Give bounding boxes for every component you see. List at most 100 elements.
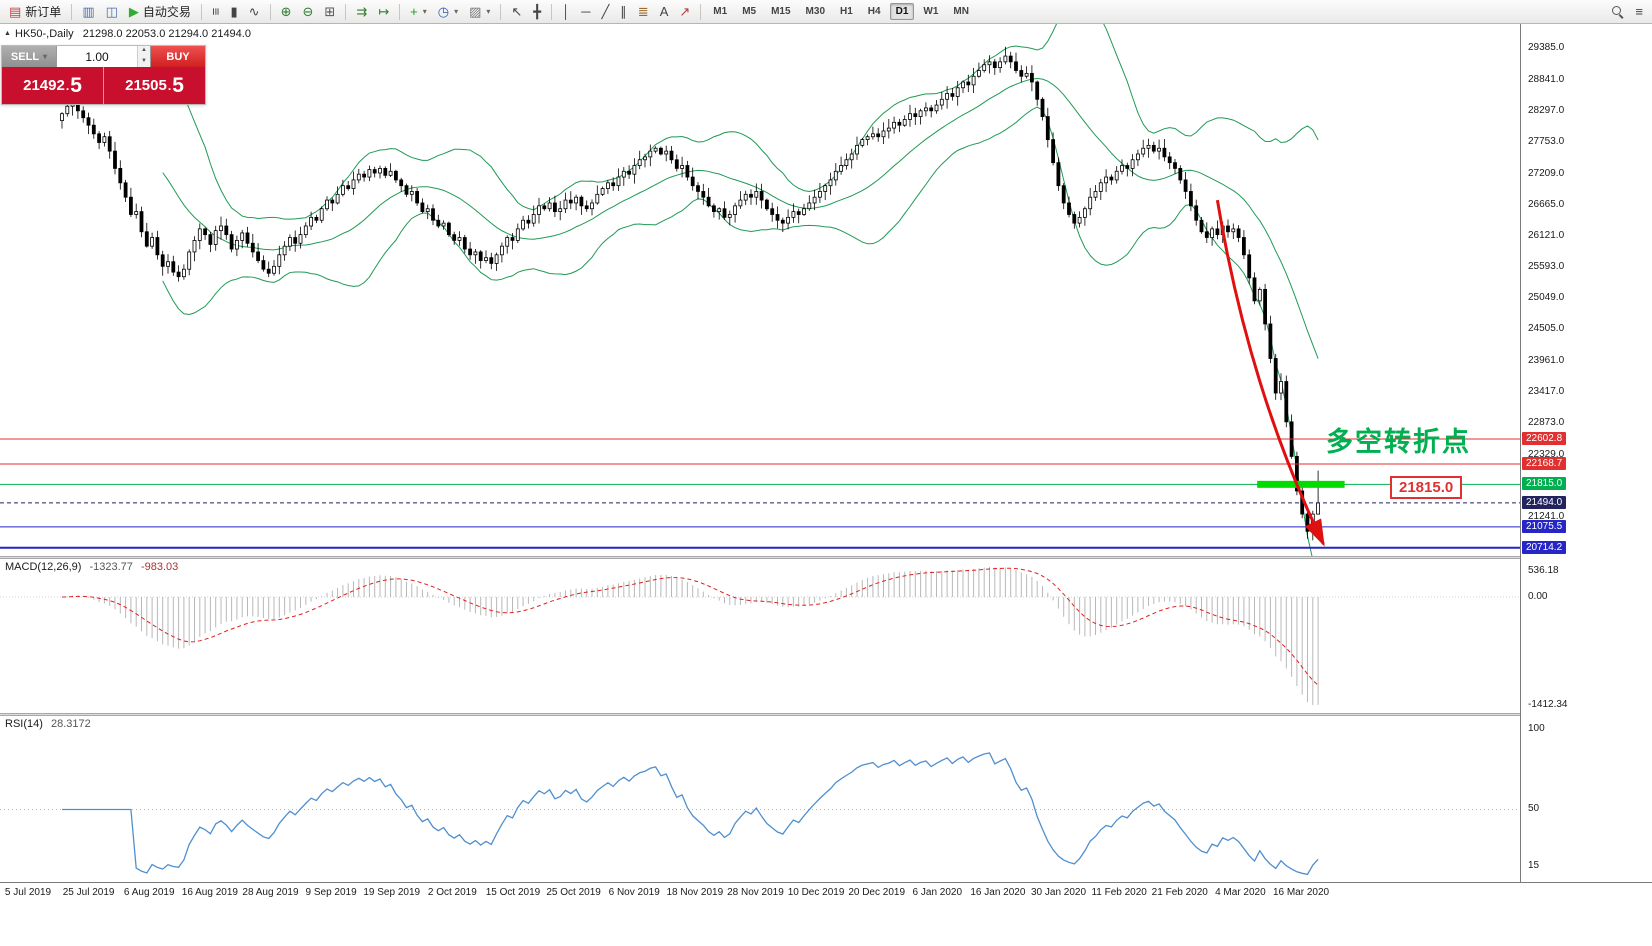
time-axis[interactable]: 5 Jul 2019 25 Jul 2019 6 Aug 2019 16 Aug 20… bbox=[0, 882, 1652, 902]
data-window-icon: ◫ bbox=[105, 4, 118, 19]
buy-price-main: 21505 bbox=[125, 77, 167, 94]
rsi-scale-50: 50 bbox=[1528, 803, 1540, 815]
macd-splitter[interactable] bbox=[0, 556, 1652, 559]
crosshair-icon: ╋ bbox=[533, 4, 542, 19]
x-axis-date: 21 Feb 2020 bbox=[1151, 887, 1208, 898]
templates-button[interactable]: ▨ ▾ bbox=[464, 2, 495, 22]
volume-input[interactable] bbox=[57, 46, 137, 67]
timeframe-m30-button[interactable]: M30 bbox=[805, 6, 825, 17]
buy-price-button[interactable]: 21505 . 5 bbox=[104, 67, 205, 104]
sell-button[interactable]: SELL ▾ bbox=[2, 46, 56, 67]
macd-value-signal: -983.03 bbox=[140, 561, 179, 573]
fibonacci-button[interactable]: ≣ bbox=[633, 2, 654, 22]
timeframe-d1-button[interactable]: D1 bbox=[889, 3, 915, 20]
x-axis-date: 6 Jan 2020 bbox=[912, 887, 963, 898]
price-level-label: 22168.7 bbox=[1522, 456, 1567, 470]
volume-down-button[interactable]: ▼ bbox=[138, 56, 150, 67]
chart-shift-button[interactable]: ↦ bbox=[373, 2, 394, 22]
y-axis-tick: 27753.0 bbox=[1528, 136, 1565, 148]
chevron-down-icon: ▾ bbox=[454, 7, 459, 16]
toolbar-separator bbox=[200, 3, 202, 20]
y-axis-tick: 26121.0 bbox=[1528, 230, 1565, 242]
y-axis-tick: 22873.0 bbox=[1528, 417, 1565, 429]
market-watch-button[interactable]: ▥ bbox=[77, 2, 99, 22]
chevron-down-icon: ▾ bbox=[422, 7, 427, 16]
x-axis-date: 25 Oct 2019 bbox=[546, 887, 601, 898]
timeframe-h4-button[interactable]: H4 bbox=[867, 6, 881, 17]
turning-point-annotation[interactable]: 多空转折点 bbox=[1326, 427, 1471, 457]
rsi-pane[interactable]: RSI(14) 28.3172 bbox=[0, 716, 1520, 882]
timeframe-w1-button[interactable]: W1 bbox=[923, 6, 939, 17]
templates-icon: ▨ bbox=[469, 4, 482, 19]
toolbar-separator bbox=[71, 3, 73, 20]
x-axis-date: 9 Sep 2019 bbox=[305, 887, 357, 898]
arrows-button[interactable]: ↗ bbox=[674, 2, 695, 22]
main-chart-pane[interactable]: ▲ HK50-,Daily 21298.0 22053.0 21294.0 21… bbox=[0, 24, 1520, 556]
ohlc-values: 21298.0 22053.0 21294.0 21494.0 bbox=[82, 28, 251, 40]
auto-scroll-button[interactable]: ⇉ bbox=[351, 2, 372, 22]
rsi-splitter[interactable] bbox=[0, 713, 1652, 716]
timeframe-m15-button[interactable]: M15 bbox=[771, 6, 791, 17]
autotrading-button[interactable]: ▶ 自动交易 bbox=[124, 2, 196, 22]
periods-button[interactable]: ◷ ▾ bbox=[433, 2, 463, 22]
quick-menu-button[interactable]: ≡ bbox=[1630, 2, 1648, 22]
bar-chart-button[interactable]: ≡ bbox=[207, 2, 225, 22]
fibonacci-icon: ≣ bbox=[637, 4, 649, 19]
cursor-button[interactable]: ↖ bbox=[506, 2, 527, 22]
macd-canvas[interactable] bbox=[0, 559, 1520, 713]
timeframe-h1-button[interactable]: H1 bbox=[840, 6, 853, 17]
crosshair-button[interactable]: ╋ bbox=[528, 2, 546, 22]
chart-area[interactable]: ▲ HK50-,Daily 21298.0 22053.0 21294.0 21… bbox=[0, 24, 1520, 882]
x-axis-date: 25 Jul 2019 bbox=[62, 887, 115, 898]
symbol-header: HK50-,Daily 21298.0 22053.0 21294.0 2149… bbox=[15, 28, 251, 40]
line-chart-button[interactable]: ∿ bbox=[244, 2, 265, 22]
text-button[interactable]: A bbox=[655, 2, 674, 22]
rsi-canvas[interactable] bbox=[0, 716, 1520, 882]
macd-header: MACD(12,26,9) -1323.77 -983.03 bbox=[5, 561, 178, 573]
bar-chart-icon: ≡ bbox=[208, 7, 224, 16]
volume-up-button[interactable]: ▲ bbox=[138, 46, 150, 57]
autotrading-button-label: 自动交易 bbox=[142, 5, 191, 19]
trendline-button[interactable]: ╱ bbox=[596, 2, 614, 22]
sell-price-button[interactable]: 21492 . 5 bbox=[2, 67, 104, 104]
line-chart-icon: ∿ bbox=[248, 4, 260, 19]
autotrading-icon: ▶ bbox=[128, 4, 139, 19]
macd-pane[interactable]: MACD(12,26,9) -1323.77 -983.03 bbox=[0, 559, 1520, 713]
vertical-line-button[interactable]: │ bbox=[557, 2, 575, 22]
x-axis-date: 10 Dec 2019 bbox=[787, 887, 845, 898]
data-window-button[interactable]: ◫ bbox=[101, 2, 123, 22]
search-icon bbox=[1612, 5, 1624, 18]
y-axis-tick: 27209.0 bbox=[1528, 167, 1565, 179]
indicators-button[interactable]: + ▾ bbox=[405, 2, 432, 22]
price-callout-annotation[interactable]: 21815.0 bbox=[1390, 476, 1463, 499]
zoom-out-button[interactable]: ⊖ bbox=[297, 2, 318, 22]
chart-marker-icon: ▲ bbox=[4, 30, 11, 37]
new-order-button[interactable]: ▤ 新订单 bbox=[4, 2, 66, 22]
buy-button[interactable]: BUY bbox=[151, 46, 205, 67]
rsi-value: 28.3172 bbox=[50, 718, 91, 730]
quick-menu-icon: ≡ bbox=[1635, 4, 1643, 19]
main-chart-canvas[interactable] bbox=[0, 24, 1520, 556]
buy-price-dot: . bbox=[167, 78, 172, 93]
candlestick-chart-button[interactable]: ▮ bbox=[226, 2, 243, 22]
y-axis-tick: 28297.0 bbox=[1528, 104, 1565, 116]
one-click-trading-panel: SELL ▾ ▲ ▼ BUY bbox=[1, 45, 206, 105]
timeframe-m1-button[interactable]: M1 bbox=[713, 6, 728, 17]
horizontal-line-button[interactable]: ─ bbox=[576, 2, 595, 22]
zoom-in-icon: ⊕ bbox=[280, 4, 292, 19]
timeframe-mn-button[interactable]: MN bbox=[953, 6, 969, 17]
macd-scale-zero: 0.00 bbox=[1528, 591, 1548, 603]
new-order-button-label: 新订单 bbox=[25, 5, 62, 19]
tile-windows-button[interactable]: ⊞ bbox=[319, 2, 340, 22]
sell-price-pip: 5 bbox=[70, 74, 82, 97]
horizontal-line-icon: ─ bbox=[581, 4, 591, 19]
toolbar-separator bbox=[551, 3, 553, 20]
buy-price-pip: 5 bbox=[172, 74, 184, 97]
channel-button[interactable]: ∥ bbox=[615, 2, 632, 22]
macd-scale-max: 536.18 bbox=[1528, 565, 1559, 576]
timeframe-m5-button[interactable]: M5 bbox=[742, 6, 757, 17]
x-axis-date: 11 Feb 2020 bbox=[1091, 887, 1147, 898]
price-axis[interactable]: 29385.0 28841.0 28297.0 27753.0 27209.0 26665… bbox=[1520, 24, 1652, 882]
search-button[interactable] bbox=[1607, 2, 1629, 22]
zoom-in-button[interactable]: ⊕ bbox=[276, 2, 297, 22]
